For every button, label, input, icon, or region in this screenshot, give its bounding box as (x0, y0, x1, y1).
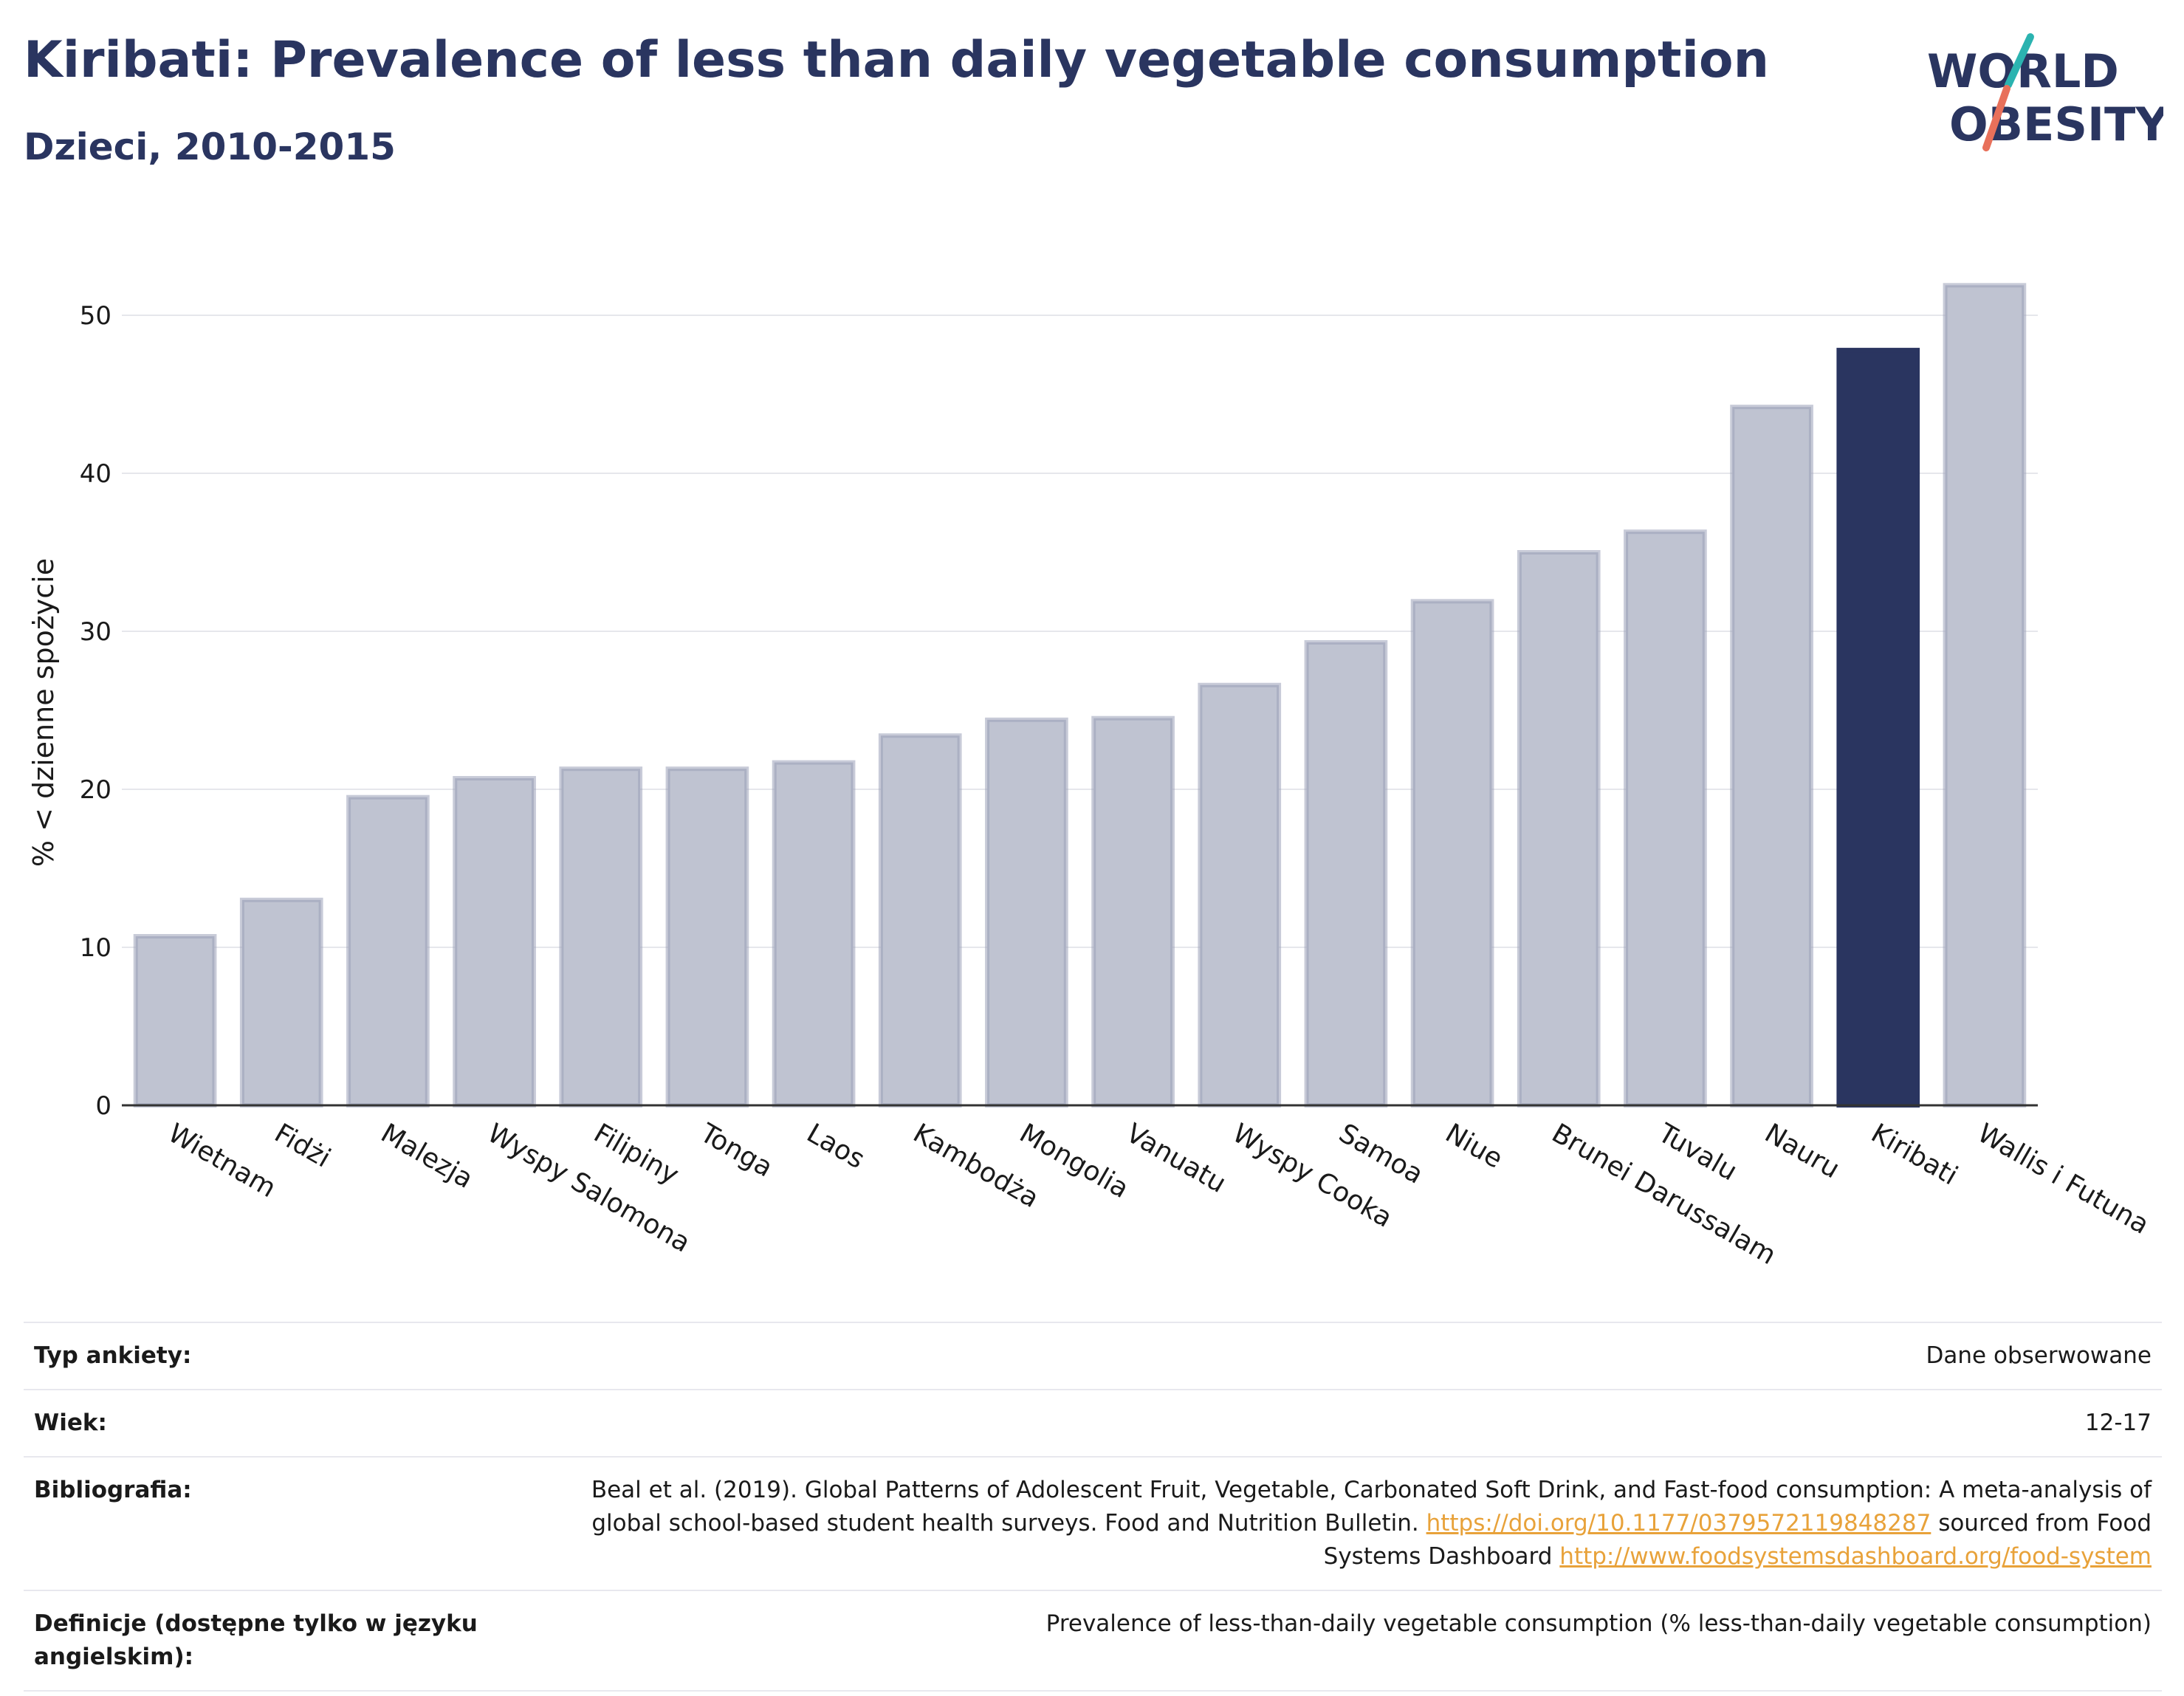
x-tick-label: Niue (1440, 1118, 1508, 1174)
gridlines (122, 315, 2038, 948)
bar-fidżi (239, 897, 323, 1108)
meta-def-value: Prevalence of less-than-daily vegetable … (517, 1589, 2162, 1692)
y-tick-label: 0 (95, 1091, 111, 1121)
meta-row-definitions: Definicje (dostępne tylko w języku angie… (24, 1589, 2162, 1692)
bib-text-2: sourced from Food Systems Dashboard (1323, 1509, 2152, 1570)
y-tick-label: 50 (80, 301, 111, 331)
bar-malezja (346, 794, 430, 1108)
bars (133, 283, 2027, 1108)
x-tick-label: Tuvalu (1652, 1118, 1742, 1187)
x-tick-label: Laos (802, 1118, 870, 1175)
bar-wyspy-cooka (1198, 682, 1282, 1108)
bar-kiribati (1836, 348, 1920, 1108)
y-axis-label: % < dzienne spożycie (27, 558, 60, 867)
bar-niue (1410, 599, 1494, 1108)
y-tick-label: 10 (80, 933, 111, 963)
bar-wietnam (133, 934, 217, 1108)
logo-slash-teal (2005, 33, 2034, 89)
logo-slash-coral (1982, 85, 2010, 151)
x-tick-label: Malezja (376, 1118, 478, 1195)
meta-age-label: Wiek: (24, 1388, 517, 1458)
x-tick-label: Fidżi (269, 1118, 336, 1173)
x-tick-label: Tonga (695, 1118, 778, 1184)
bar-tonga (665, 766, 749, 1108)
world-obesity-logo: WORLD OBESITY (1927, 33, 2163, 151)
meta-bib-value: Beal et al. (2019). Global Patterns of A… (517, 1455, 2162, 1591)
bar-filipiny (559, 766, 643, 1108)
x-tick-label: Wietnam (163, 1118, 281, 1204)
bar-vanuatu (1091, 715, 1175, 1108)
meta-row-age: Wiek: 12-17 (24, 1388, 2162, 1458)
chart-subtitle: Dzieci, 2010-2015 (24, 126, 396, 168)
y-tick-labels: 0 10 20 30 40 50 (80, 301, 111, 1121)
bar-tuvalu (1624, 529, 1707, 1108)
meta-survey-value: Dane obserwowane (517, 1322, 2162, 1390)
meta-def-label: Definicje (dostępne tylko w języku angie… (24, 1589, 517, 1692)
bar-wallis-i-futuna (1943, 283, 2027, 1108)
doi-link[interactable]: https://doi.org/10.1177/0379572119848287 (1426, 1509, 1931, 1537)
bar-mongolia (985, 717, 1068, 1108)
x-tick-label: Wyspy Salomona (482, 1118, 696, 1258)
x-tick-label: Kiribati (1866, 1118, 1962, 1191)
bar-laos (772, 760, 856, 1108)
bar-nauru (1730, 405, 1813, 1108)
food-systems-link[interactable]: http://www.foodsystemsdashboard.org/food… (1559, 1542, 2152, 1570)
bar-brunei-darussalam (1517, 550, 1601, 1108)
x-tick-label: Wallis i Futuna (1972, 1118, 2154, 1240)
meta-survey-label: Typ ankiety: (24, 1322, 517, 1390)
meta-row-bibliography: Bibliografia: Beal et al. (2019). Global… (24, 1455, 2162, 1591)
y-tick-label: 40 (80, 459, 111, 489)
meta-age-value: 12-17 (517, 1388, 2162, 1458)
chart-title: Kiribati: Prevalence of less than daily … (24, 31, 1770, 89)
bar-samoa (1304, 639, 1388, 1108)
bar-wyspy-salomona (453, 776, 536, 1108)
y-tick-label: 30 (80, 617, 111, 647)
bar-kambodża (878, 733, 962, 1108)
meta-bib-label: Bibliografia: (24, 1455, 517, 1591)
metadata-table: Typ ankiety: Dane obserwowane Wiek: 12-1… (24, 1322, 2162, 1692)
meta-row-survey: Typ ankiety: Dane obserwowane (24, 1322, 2162, 1390)
y-tick-label: 20 (80, 775, 111, 805)
x-tick-label: Nauru (1759, 1118, 1844, 1184)
bib-text-1: Beal et al. (2019). Global Patterns of A… (591, 1476, 2152, 1537)
x-tick-label: Vanuatu (1121, 1118, 1231, 1199)
